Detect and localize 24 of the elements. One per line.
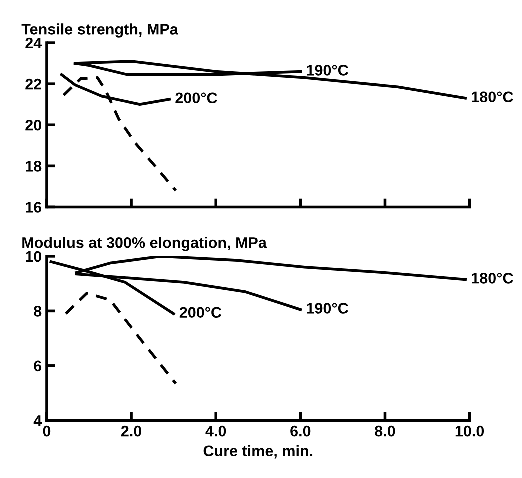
x-axis-title: Cure time, min. <box>204 445 313 459</box>
y-tick-label: 22 <box>26 78 42 90</box>
x-tick-label: 8.0 <box>375 426 396 437</box>
series-label: 180°C <box>472 92 514 103</box>
y-tick-label: 6 <box>34 360 42 372</box>
series-label: 200°C <box>180 307 222 318</box>
x-tick-label: 6.0 <box>290 426 311 437</box>
series-label: 180°C <box>472 273 514 284</box>
y-tick-label: 20 <box>26 120 42 131</box>
x-tick-label: 10.0 <box>456 426 484 437</box>
y-tick-label: 18 <box>26 161 42 172</box>
series-label: 190°C <box>307 303 348 314</box>
chart-title: Modulus at 300% elongation, MPa <box>22 237 268 252</box>
series-label: 190°C <box>307 65 348 76</box>
chart-title: Tensile strength, MPa <box>22 24 178 38</box>
y-tick-label: 8 <box>34 306 42 317</box>
y-tick-label: 24 <box>26 38 42 49</box>
y-tick-label: 4 <box>34 416 42 426</box>
series-label: 200°C <box>176 92 218 104</box>
y-tick-label: 10 <box>26 251 42 262</box>
x-tick-label: 2.0 <box>121 426 142 437</box>
x-tick-label: 4.0 <box>206 426 226 437</box>
x-tick-label: 0 <box>43 426 51 437</box>
y-tick-label: 16 <box>26 202 42 213</box>
